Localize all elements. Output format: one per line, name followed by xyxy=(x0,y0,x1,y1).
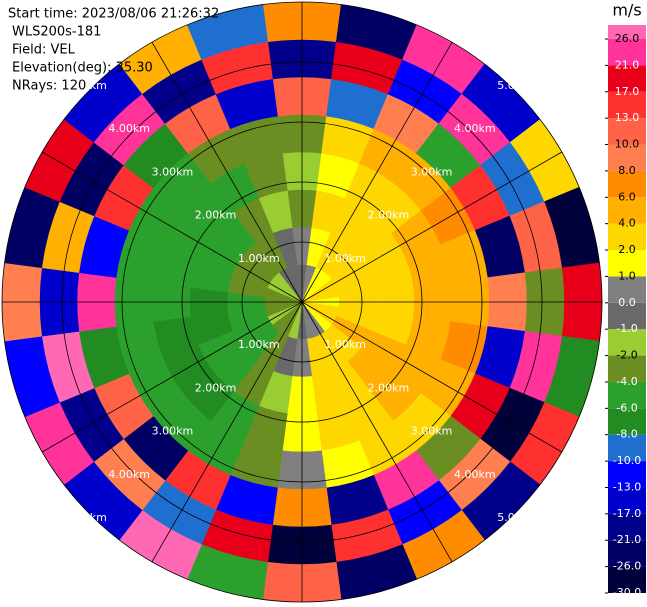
range-label: 4.00km xyxy=(454,468,496,481)
colorbar-tick-label: -8.0 xyxy=(616,428,637,441)
range-label: 5.00km xyxy=(497,79,539,92)
range-label: 3.00km xyxy=(152,425,194,438)
colorbar-bin xyxy=(608,302,646,330)
colorbar-tick-label: -10.0 xyxy=(613,454,641,467)
colorbar-bin xyxy=(608,276,646,303)
range-ring xyxy=(181,181,423,423)
radial-line xyxy=(41,151,303,303)
colorbar-bin xyxy=(608,381,646,409)
range-label: 5.00km xyxy=(65,79,107,92)
range-label: 2.00km xyxy=(368,209,410,222)
colorbar-tick-label: -13.0 xyxy=(613,480,641,493)
ppi xyxy=(1,1,603,603)
colorbar-bin xyxy=(608,223,646,251)
radial-line xyxy=(301,301,563,453)
colorbar-bin xyxy=(608,461,646,488)
colorbar-bin xyxy=(608,434,646,462)
info-text: NRays: 120 xyxy=(12,79,86,94)
range-ring xyxy=(61,61,543,543)
colorbar-tick-label: -21.0 xyxy=(613,533,641,546)
colorbar-bin xyxy=(608,170,646,198)
colorbar-tick-label: 10.0 xyxy=(615,138,640,151)
colorbar-bin xyxy=(608,487,646,514)
colorbar-tick-label: 13.0 xyxy=(615,111,640,124)
colorbar-tick-label: -2.0 xyxy=(616,349,637,362)
colorbar-tick-label: -1.0 xyxy=(616,322,637,335)
colorbar-tick-label: 4.0 xyxy=(618,217,636,230)
colorbar-bin xyxy=(608,408,646,435)
range-label: 3.00km xyxy=(411,425,453,438)
colorbar-bin xyxy=(608,144,646,171)
colorbar-bin xyxy=(608,250,646,277)
range-label: 1.00km xyxy=(238,252,280,265)
range-label: 1.00km xyxy=(324,252,366,265)
range-ring xyxy=(1,1,603,603)
range-label: 1.00km xyxy=(238,338,280,351)
radial-line xyxy=(301,41,453,303)
colorbar-bin xyxy=(608,91,646,119)
colorbar-bin xyxy=(608,25,646,39)
colorbar-bin xyxy=(608,197,646,224)
colorbar-tick-label: 1.0 xyxy=(618,269,636,282)
range-label: 5.00km xyxy=(497,511,539,524)
colorbar-bin xyxy=(608,566,646,593)
range-label: 4.00km xyxy=(454,122,496,135)
colorbar-tick-label: -6.0 xyxy=(616,401,637,414)
range-label: 2.00km xyxy=(195,209,237,222)
range-label: 2.00km xyxy=(368,381,410,394)
range-label: 2.00km xyxy=(195,381,237,394)
radial-line xyxy=(151,301,303,563)
colorbar: -30.0 -26.0 -21.0 -17.0 -13.0 -10.0 -8.0 -6.0 -4… xyxy=(605,25,646,599)
range-label: 5.00km xyxy=(65,511,107,524)
colorbar-bin xyxy=(608,65,646,92)
colorbar-tick-label: -26.0 xyxy=(613,560,641,573)
info-text: WLS200s-181 xyxy=(12,25,101,40)
range-ring xyxy=(241,241,363,363)
colorbar-tick-label: -4.0 xyxy=(616,375,637,388)
colorbar-tick-label: 6.0 xyxy=(618,190,636,203)
radial-line xyxy=(301,151,563,303)
range-label: 4.00km xyxy=(108,468,150,481)
radial-line xyxy=(151,41,303,303)
grid: 1.00km 1.00km 1.00km 1.00km 2.00km 2.00km 2.00… xyxy=(1,1,603,603)
colorbar-label: m/s xyxy=(612,1,641,20)
colorbar-tick-label: 8.0 xyxy=(618,164,636,177)
colorbar-tick-label: -17.0 xyxy=(613,507,641,520)
colorbar-tick-label: -30.0 xyxy=(613,586,641,599)
colorbar-bin xyxy=(608,540,646,567)
colorbar-tick-label: 17.0 xyxy=(615,85,640,98)
info-text: Elevation(deg): 35.30 xyxy=(12,61,153,76)
range-label: 3.00km xyxy=(152,165,194,178)
colorbar-tick-label: 0.0 xyxy=(618,296,636,309)
colorbar-bin xyxy=(608,355,646,382)
range-label: 4.00km xyxy=(108,122,150,135)
range-label: 1.00km xyxy=(324,338,366,351)
info-text: Start time: 2023/08/06 21:26:32 xyxy=(8,7,219,22)
range-label: 3.00km xyxy=(411,165,453,178)
range-ring xyxy=(121,121,483,483)
colorbar-tick-label: 2.0 xyxy=(618,243,636,256)
radial-line xyxy=(41,301,303,453)
info-text: Field: VEL xyxy=(12,43,76,58)
colorbar-bin xyxy=(608,513,646,541)
radial-line xyxy=(301,301,453,563)
colorbar-tick-label: 21.0 xyxy=(615,58,640,71)
colorbar-bin xyxy=(608,39,646,66)
colorbar-bin xyxy=(608,329,646,356)
colorbar-bin xyxy=(608,118,646,145)
colorbar-tick-label: 26.0 xyxy=(615,32,640,45)
